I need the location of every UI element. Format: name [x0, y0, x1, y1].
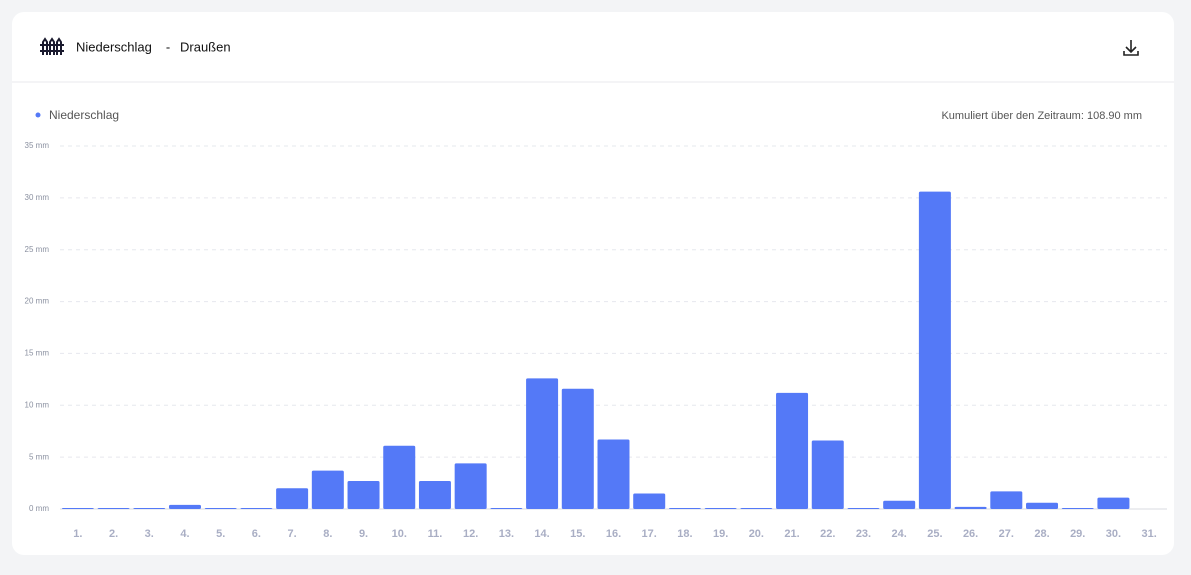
bar [276, 488, 309, 509]
x-tick-label: 30. [1106, 528, 1121, 540]
y-tick-label: 0 mm [29, 504, 49, 513]
y-tick-label: 10 mm [25, 400, 50, 409]
x-tick-label: 25. [927, 528, 942, 540]
x-tick-label: 9. [359, 528, 368, 540]
x-tick-label: 19. [713, 528, 728, 540]
x-tick-label: 12. [463, 528, 478, 540]
bar [204, 507, 237, 509]
bar [347, 480, 380, 509]
bar [61, 507, 94, 509]
x-tick-label: 10. [392, 528, 407, 540]
x-tick-label: 11. [428, 528, 443, 540]
x-tick-label: 5. [216, 528, 225, 540]
fence-icon [40, 37, 64, 55]
x-tick-label: 29. [1070, 528, 1085, 540]
bar [918, 191, 951, 510]
bar [383, 445, 416, 509]
bar [954, 506, 987, 509]
x-tick-label: 26. [963, 528, 978, 540]
bar [240, 507, 273, 509]
bar [668, 507, 701, 509]
x-tick-label: 23. [856, 528, 871, 540]
download-button[interactable] [1123, 40, 1139, 56]
legend-marker [35, 112, 41, 118]
x-tick-label: 1. [73, 528, 82, 540]
y-tick-label: 35 mm [25, 141, 50, 150]
bar [740, 507, 773, 509]
x-tick-label: 22. [820, 528, 835, 540]
x-tick-label: 8. [323, 528, 332, 540]
card [12, 12, 1174, 555]
y-tick-label: 20 mm [25, 297, 50, 306]
x-tick-label: 4. [180, 528, 189, 540]
bar [133, 507, 166, 509]
x-tick-label: 16. [606, 528, 621, 540]
y-tick-label: 30 mm [25, 193, 50, 202]
bar [811, 440, 844, 509]
bar [990, 491, 1023, 509]
x-tick-label: 20. [749, 528, 764, 540]
x-tick-label: 6. [252, 528, 261, 540]
bar [633, 493, 666, 509]
x-tick-label: 15. [570, 528, 585, 540]
x-tick-label: 28. [1034, 528, 1049, 540]
bar [1026, 502, 1059, 509]
x-tick-label: 13. [499, 528, 514, 540]
x-tick-label: 18. [677, 528, 692, 540]
bar [418, 480, 451, 509]
header-location: Draußen [180, 39, 231, 54]
bar [776, 392, 809, 509]
x-tick-label: 7. [288, 528, 297, 540]
bar [454, 463, 487, 509]
bar [561, 388, 594, 509]
bar [883, 500, 916, 509]
bar [597, 439, 630, 509]
bar [847, 507, 880, 509]
bar [1061, 507, 1094, 509]
bar [97, 507, 130, 509]
x-tick-label: 14. [534, 528, 549, 540]
annotation: Kumuliert über den Zeitraum: 108.90 mm [941, 110, 1142, 122]
bar [526, 378, 559, 509]
x-tick-label: 31. [1141, 528, 1156, 540]
legend-label: Niederschlag [49, 108, 119, 122]
bar [168, 504, 201, 509]
x-tick-label: 27. [999, 528, 1014, 540]
x-tick-label: 3. [145, 528, 154, 540]
header-separator: - [166, 39, 170, 54]
x-tick-label: 17. [642, 528, 657, 540]
bar [490, 507, 523, 509]
y-tick-label: 25 mm [25, 245, 50, 254]
x-tick-label: 24. [892, 528, 907, 540]
bar [704, 507, 737, 509]
y-tick-label: 15 mm [25, 349, 50, 358]
y-tick-label: 5 mm [29, 452, 49, 461]
header-title: Niederschlag [76, 39, 152, 54]
x-tick-label: 21. [784, 528, 799, 540]
bar [311, 470, 344, 509]
x-tick-label: 2. [109, 528, 118, 540]
bar [1097, 497, 1130, 509]
